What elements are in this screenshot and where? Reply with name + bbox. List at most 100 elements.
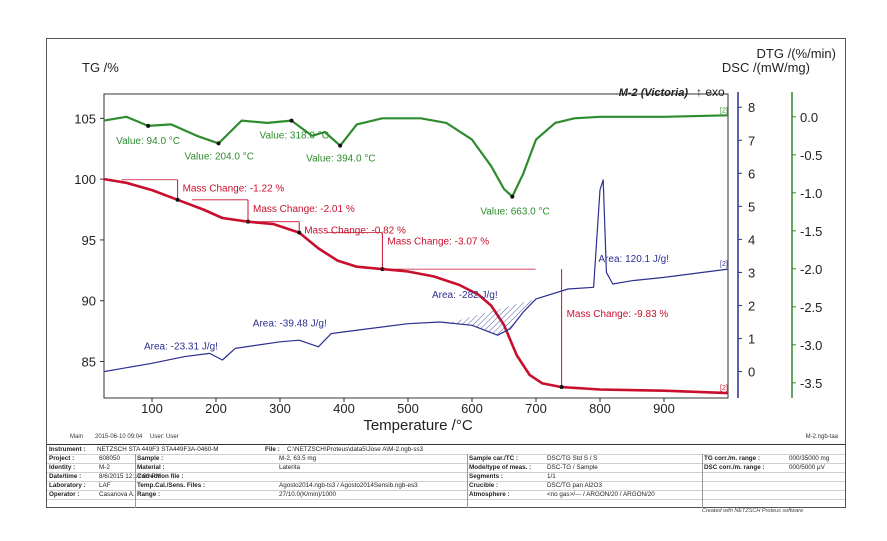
dtg-peak-point bbox=[146, 123, 151, 128]
info-value: 27/10.0(K/min)/1000 bbox=[279, 491, 337, 498]
info-key: Laboratory : bbox=[49, 482, 86, 489]
info-value: 000/35000 mg bbox=[789, 455, 830, 462]
mass-change-label: Mass Change: -0.82 % bbox=[304, 226, 406, 237]
dsc-area-label: Area: -23.31 J/g! bbox=[144, 341, 218, 352]
tg-tick-label: 95 bbox=[82, 233, 96, 248]
tg-tick-label: 85 bbox=[82, 355, 96, 370]
dtg-series-end-label: [2] bbox=[720, 107, 728, 114]
dtg-peak-label: Value: 94.0 °C bbox=[116, 136, 180, 147]
info-key: TG corr./m. range : bbox=[704, 455, 760, 462]
info-key: Range : bbox=[137, 491, 161, 498]
mass-change-label: Mass Change: -9.83 % bbox=[567, 309, 669, 320]
tg-tick-label: 105 bbox=[74, 111, 96, 126]
tg-series-end-label: [2] bbox=[720, 385, 728, 392]
info-key: Mode/type of meas. : bbox=[469, 464, 532, 471]
info-value: Agosto2014.ngb-ts3 / Agosto2014Sensib.ng… bbox=[279, 482, 418, 489]
info-value: M-2, 63.5 mg bbox=[279, 455, 317, 462]
dsc-area-label: Area: -282 J/g! bbox=[432, 290, 498, 301]
dsc-tick-label: 6 bbox=[748, 166, 755, 181]
dsc-tick-label: 5 bbox=[748, 199, 755, 214]
info-key: Crucible : bbox=[469, 482, 499, 489]
x-tick-label: 700 bbox=[525, 401, 547, 416]
plot-area bbox=[103, 93, 729, 399]
mass-change-label: Mass Change: -2.01 % bbox=[253, 204, 355, 215]
file-value: C:\NETZSCH\Proteus\data5\Jose A\M-2.ngb-… bbox=[287, 446, 424, 453]
dsc-series-end-label: [2] bbox=[720, 261, 728, 268]
info-value: <no gas>/--- / ARGON/20 / ARGON/20 bbox=[547, 491, 655, 498]
dsc-tick-label: 4 bbox=[748, 232, 755, 247]
exo-label: ↑ exo bbox=[696, 85, 725, 99]
dsc-area-label: Area: 120.1 J/g! bbox=[598, 254, 669, 265]
dtg-series-line bbox=[103, 114, 729, 198]
info-key: Temp.Cal./Sens. Files : bbox=[137, 482, 206, 489]
tg-tick-label: 90 bbox=[82, 294, 96, 309]
info-key: Date/time : bbox=[49, 473, 82, 480]
dsc-tick-label: 8 bbox=[748, 100, 755, 115]
info-value: DSC/TG Std S / S bbox=[547, 455, 598, 462]
dtg-tick-label: -1.5 bbox=[800, 224, 822, 239]
x-tick-label: 800 bbox=[589, 401, 611, 416]
chart-title: M-2 (Victoria) bbox=[619, 87, 689, 99]
dtg-peak-label: Value: 204.0 °C bbox=[185, 151, 254, 162]
info-value: 608050 bbox=[99, 455, 121, 462]
dsc-tick-label: 3 bbox=[748, 265, 755, 280]
instrument-info-table: Instrument : NETZSCH STA 449F3 STA449F3A… bbox=[47, 444, 845, 514]
instrument-row: Instrument : NETZSCH STA 449F3 STA449F3A… bbox=[47, 445, 845, 455]
info-value: 8/6/2015 12:17:03 PM bbox=[99, 473, 161, 480]
mass-change-point bbox=[559, 385, 564, 390]
info-value: 1/1 bbox=[547, 473, 556, 480]
footer-filename: M-2.ngb-taa bbox=[806, 434, 839, 440]
info-key: Atmosphere : bbox=[469, 491, 510, 498]
dtg-peak-point bbox=[216, 141, 221, 146]
dsc-area-hatch bbox=[446, 298, 536, 336]
dtg-peak-point bbox=[510, 194, 515, 199]
info-key: Project : bbox=[49, 455, 75, 462]
mass-change-label: Mass Change: -3.07 % bbox=[387, 237, 489, 248]
dtg-peak-point bbox=[338, 143, 343, 148]
info-row: Identity : M-2 Material : Laterita Mode/type… bbox=[47, 463, 845, 473]
tg-tick-label: 100 bbox=[74, 172, 96, 187]
info-key: Sample car./TC : bbox=[469, 455, 518, 462]
dtg-axis-label: DTG /(%/min) bbox=[757, 46, 836, 61]
dtg-tick-label: 0.0 bbox=[800, 110, 818, 125]
x-tick-label: 900 bbox=[653, 401, 675, 416]
footer-main: Main bbox=[70, 434, 83, 440]
x-tick-label: 600 bbox=[461, 401, 483, 416]
footer-user: User: User bbox=[150, 434, 179, 440]
dtg-tick-label: -0.5 bbox=[800, 148, 822, 163]
info-value: LAF bbox=[99, 482, 111, 489]
info-key: Sample : bbox=[137, 455, 164, 462]
info-key: Identity : bbox=[49, 464, 76, 471]
mass-change-point bbox=[297, 230, 302, 235]
x-tick-label: 100 bbox=[141, 401, 163, 416]
file-key: File : bbox=[265, 446, 280, 453]
tg-axis-label: TG /% bbox=[82, 60, 119, 75]
info-value: DSC/TG pan Al2O3 bbox=[547, 482, 602, 489]
dtg-tick-label: -2.5 bbox=[800, 300, 822, 315]
x-axis-label: Temperature /°C bbox=[363, 417, 473, 434]
dsc-area-label: Area: -39.48 J/g! bbox=[253, 318, 327, 329]
chart-frame bbox=[46, 38, 846, 508]
dsc-tick-label: 1 bbox=[748, 332, 755, 347]
dtg-tick-label: -1.0 bbox=[800, 186, 822, 201]
info-value: 000/5000 µV bbox=[789, 464, 825, 471]
software-credit: Created with NETZSCH Proteus software bbox=[702, 508, 804, 514]
dtg-tick-label: -3.5 bbox=[800, 376, 822, 391]
dtg-peak-label: Value: 663.0 °C bbox=[480, 207, 549, 218]
dsc-tick-label: 0 bbox=[748, 365, 755, 380]
dtg-tick-label: -2.0 bbox=[800, 262, 822, 277]
dtg-peak-label: Value: 394.0 °C bbox=[306, 154, 375, 165]
dtg-peak-point bbox=[289, 118, 294, 123]
info-value: DSC-TG / Sample bbox=[547, 464, 598, 471]
info-row: Operator : Casanova A. Range : 27/10.0(K/mi… bbox=[47, 490, 845, 500]
x-tick-label: 400 bbox=[333, 401, 355, 416]
info-key: Operator : bbox=[49, 491, 80, 498]
instrument-key: Instrument : bbox=[49, 446, 86, 453]
tg-series-line bbox=[103, 177, 729, 395]
dsc-tick-label: 2 bbox=[748, 298, 755, 313]
dtg-tick-label: -3.0 bbox=[800, 338, 822, 353]
footer-timestamp: 2015-06-10 09:04 bbox=[95, 434, 143, 440]
x-tick-label: 300 bbox=[269, 401, 291, 416]
info-value: M-2 bbox=[99, 464, 110, 471]
